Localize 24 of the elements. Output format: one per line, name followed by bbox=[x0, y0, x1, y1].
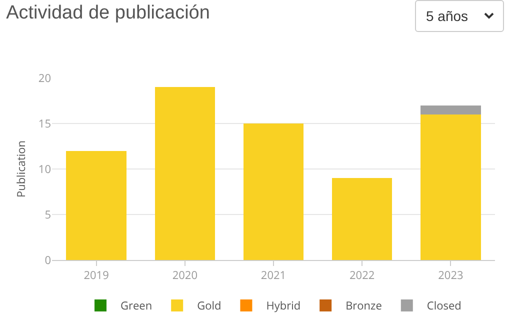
y-tick-label: 0 bbox=[44, 252, 51, 268]
x-tick-label: 2023 bbox=[438, 268, 464, 284]
y-tick-label: 15 bbox=[38, 116, 51, 132]
x-tick-label: 2020 bbox=[172, 268, 198, 284]
bar bbox=[243, 124, 304, 260]
y-tick-label: 20 bbox=[38, 70, 51, 86]
x-tick-label: 2022 bbox=[350, 268, 375, 284]
x-tick-label: 2019 bbox=[84, 268, 109, 284]
bar bbox=[420, 105, 481, 114]
legend-label: Gold bbox=[197, 298, 222, 314]
legend-label: Bronze bbox=[346, 298, 382, 314]
bar bbox=[332, 178, 392, 260]
y-axis-title: Publication bbox=[14, 140, 30, 198]
bar bbox=[154, 87, 216, 260]
y-tick-label: 10 bbox=[38, 162, 51, 177]
bar bbox=[66, 150, 126, 260]
legend-label: Hybrid bbox=[266, 298, 301, 314]
bar bbox=[420, 114, 481, 260]
legend-label: Closed bbox=[426, 298, 462, 314]
x-tick-label: 2021 bbox=[260, 268, 286, 284]
chart-title: Actividad de publicación bbox=[6, 2, 210, 24]
legend-label: Green bbox=[120, 298, 152, 314]
y-tick-label: 5 bbox=[44, 207, 51, 222]
text: 5 años bbox=[426, 8, 468, 24]
